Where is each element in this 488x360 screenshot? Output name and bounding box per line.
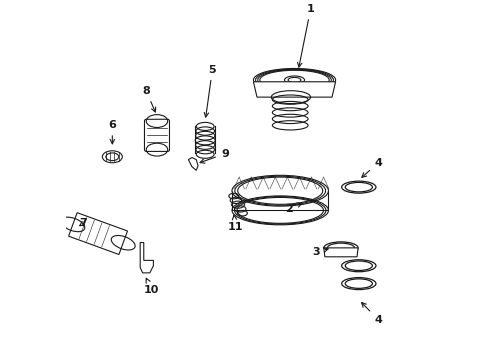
Text: 10: 10: [143, 278, 159, 294]
Polygon shape: [253, 82, 335, 97]
Polygon shape: [188, 157, 198, 170]
Text: 4: 4: [361, 158, 382, 177]
Polygon shape: [323, 248, 357, 257]
Text: 4: 4: [361, 302, 382, 325]
Text: 9: 9: [200, 149, 228, 163]
FancyBboxPatch shape: [144, 119, 169, 152]
Text: 11: 11: [227, 215, 243, 232]
Text: 7: 7: [79, 219, 87, 229]
Text: 8: 8: [142, 86, 155, 112]
Text: 6: 6: [108, 120, 116, 144]
Text: 5: 5: [204, 65, 216, 117]
Polygon shape: [140, 243, 153, 273]
Text: 3: 3: [311, 247, 327, 257]
Text: 2: 2: [285, 203, 301, 214]
Polygon shape: [68, 213, 127, 255]
Text: 1: 1: [297, 4, 314, 67]
